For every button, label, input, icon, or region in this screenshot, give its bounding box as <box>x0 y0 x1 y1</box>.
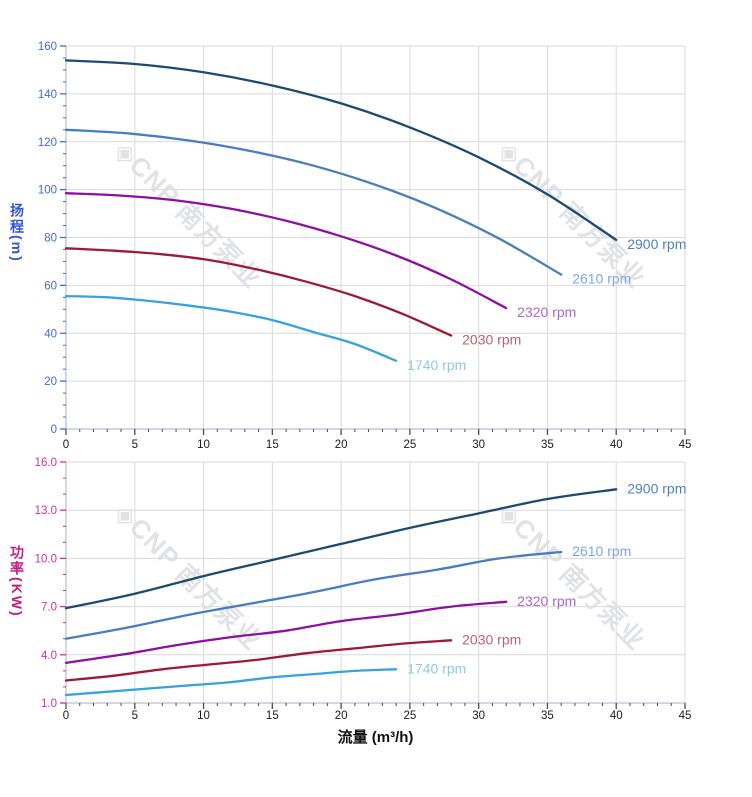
svg-text:120: 120 <box>38 137 57 149</box>
head-curves: 2900 rpm 2610 rpm 2320 rpm 2030 rpm 1740 rpm <box>64 59 686 373</box>
svg-text:30: 30 <box>472 439 485 451</box>
svg-text:160: 160 <box>38 41 57 53</box>
power-axis-title: 功率(KW) <box>9 545 25 618</box>
svg-text:35: 35 <box>541 710 554 722</box>
power-curve-2320-rpm <box>64 600 508 664</box>
head-gridlines <box>66 45 686 429</box>
head-curve-2320-rpm <box>64 192 508 310</box>
svg-text:100: 100 <box>38 185 57 197</box>
head-y-tick-labels: 0 20 40 60 80 100 120 140 160 <box>38 41 57 436</box>
svg-text:16.0: 16.0 <box>35 457 57 469</box>
power-gridlines <box>66 461 686 703</box>
svg-text:1.0: 1.0 <box>41 698 57 710</box>
watermark-text: ◈CNP 南方泵业 <box>109 497 268 656</box>
svg-text:15: 15 <box>266 710 279 722</box>
power-curve-2610-rpm <box>64 550 563 640</box>
flow-axis-title: 流量 (m³/h) <box>337 729 414 746</box>
svg-text:40: 40 <box>610 710 623 722</box>
watermark-text: ◈CNP 南方泵业 <box>109 135 268 294</box>
svg-text:40: 40 <box>44 328 57 340</box>
svg-text:40: 40 <box>610 439 623 451</box>
svg-text:0: 0 <box>51 424 57 436</box>
head-curve-label-2030-rpm: 2030 rpm <box>462 332 521 348</box>
svg-text:15: 15 <box>266 439 279 451</box>
power-x-ticks <box>65 703 686 709</box>
head-curve-2610-rpm <box>64 128 563 276</box>
power-curve-label-2610-rpm: 2610 rpm <box>572 543 631 559</box>
head-x-tick-labels: 0 5 10 15 20 25 30 35 40 45 <box>63 439 692 451</box>
power-y-ticks <box>60 461 66 704</box>
svg-text:10.0: 10.0 <box>35 553 57 565</box>
svg-text:45: 45 <box>679 439 692 451</box>
head-curve-label-2900-rpm: 2900 rpm <box>627 236 686 252</box>
svg-text:13.0: 13.0 <box>35 505 57 517</box>
svg-text:25: 25 <box>403 439 416 451</box>
head-axis-title: 扬程(m) <box>9 203 25 263</box>
head-plot-frame: 0 5 10 15 20 25 30 35 40 45 0 20 40 60 80 100 120 140 160 <box>38 41 692 451</box>
svg-text:7.0: 7.0 <box>41 602 57 614</box>
power-curve-2900-rpm <box>64 488 618 610</box>
power-plot-frame: 0 5 10 15 20 25 30 35 40 45 1.0 4.0 7.0 10.0 13.0 16.0 <box>35 457 692 722</box>
svg-text:20: 20 <box>44 376 57 388</box>
svg-text:80: 80 <box>44 233 57 245</box>
head-curve-2030-rpm <box>64 247 453 337</box>
power-curve-2030-rpm <box>64 639 453 682</box>
power-curves: 2900 rpm 2610 rpm 2320 rpm 2030 rpm 1740 rpm <box>64 480 686 697</box>
svg-text:60: 60 <box>44 280 57 292</box>
power-curve-label-2320-rpm: 2320 rpm <box>517 593 576 609</box>
head-curve-label-2610-rpm: 2610 rpm <box>572 271 631 287</box>
head-curve-2900-rpm <box>64 59 618 242</box>
power-curve-label-2900-rpm: 2900 rpm <box>627 480 686 496</box>
svg-text:20: 20 <box>335 710 348 722</box>
svg-text:10: 10 <box>197 710 210 722</box>
head-curve-label-2320-rpm: 2320 rpm <box>517 304 576 320</box>
head-curve-1740-rpm <box>64 294 398 362</box>
svg-text:25: 25 <box>403 710 416 722</box>
svg-text:0: 0 <box>63 439 69 451</box>
power-curve-1740-rpm <box>64 668 398 697</box>
svg-text:4.0: 4.0 <box>41 650 57 662</box>
svg-text:20: 20 <box>335 439 348 451</box>
head-y-ticks <box>60 45 66 430</box>
svg-text:30: 30 <box>472 710 485 722</box>
power-x-tick-labels: 0 5 10 15 20 25 30 35 40 45 <box>63 710 692 722</box>
head-x-ticks <box>65 429 686 435</box>
svg-text:10: 10 <box>197 439 210 451</box>
svg-text:35: 35 <box>541 439 554 451</box>
power-curve-label-2030-rpm: 2030 rpm <box>462 631 521 647</box>
head-curve-label-1740-rpm: 1740 rpm <box>407 357 466 373</box>
svg-text:5: 5 <box>132 439 138 451</box>
svg-text:5: 5 <box>132 710 138 722</box>
svg-text:0: 0 <box>63 710 69 722</box>
power-y-tick-labels: 1.0 4.0 7.0 10.0 13.0 16.0 <box>35 457 57 710</box>
svg-text:140: 140 <box>38 89 57 101</box>
power-curve-label-1740-rpm: 1740 rpm <box>407 660 466 676</box>
svg-text:45: 45 <box>679 710 692 722</box>
